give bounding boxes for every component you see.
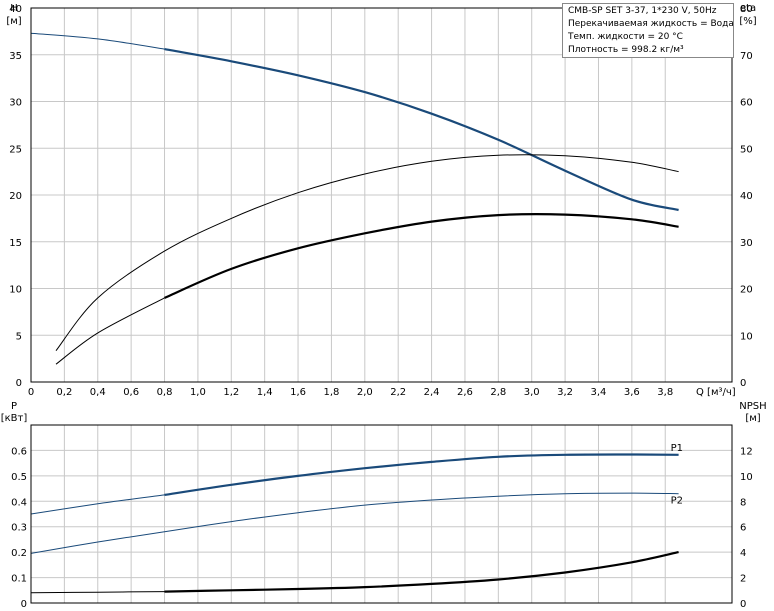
head-curve-bold [164, 48, 679, 212]
p1-curve-label: P1 [671, 443, 683, 454]
x-tick-label: 1,6 [290, 387, 306, 398]
x-tick-label: 2,0 [357, 387, 373, 398]
eta-tick-label: 60 [740, 98, 753, 109]
head-tick-label: 15 [9, 238, 22, 249]
power-axis-label: P [11, 401, 17, 412]
power-tick-label: 0.6 [11, 446, 27, 457]
top-plot-frame [30, 7, 733, 383]
density-info: Плотность = 998.2 кг/м³ [568, 45, 684, 55]
x-tick-label: 2,8 [490, 387, 506, 398]
x-tick-label: 1,4 [257, 387, 273, 398]
p2-curve-label: P2 [671, 496, 683, 507]
eta-tick-label: 0 [740, 378, 746, 389]
npsh-curve-thin [30, 591, 165, 594]
power-tick-label: 0 [21, 599, 27, 610]
eta-tick-label: 30 [740, 238, 753, 249]
eta-axis-unit: [%] [739, 16, 756, 27]
eta-axis-label: eta [740, 3, 756, 14]
x-tick-label: 0 [28, 387, 34, 398]
power-tick-label: 0.5 [11, 472, 27, 483]
x-tick-label: 0,8 [157, 387, 173, 398]
x-tick-label: 3,0 [524, 387, 540, 398]
head-tick-label: 0 [16, 378, 22, 389]
x-tick-label: 1,8 [323, 387, 339, 398]
head-tick-label: 35 [9, 51, 22, 62]
eta-tick-label: 50 [740, 144, 753, 155]
x-tick-label: 3,8 [657, 387, 673, 398]
power-tick-label: 0.1 [11, 574, 27, 585]
p2-curve-thin [30, 492, 679, 554]
p1-curve-bold [164, 453, 679, 496]
npsh-tick-label: 4 [740, 548, 746, 559]
x-tick-label: 0,2 [56, 387, 72, 398]
head-axis-unit: [м] [6, 16, 21, 27]
curve-layer [30, 32, 679, 594]
eta-tick-label: 10 [740, 331, 753, 342]
npsh-tick-label: 2 [740, 574, 746, 585]
x-tick-label: 3,6 [624, 387, 640, 398]
head-tick-label: 30 [9, 98, 22, 109]
head-tick-label: 40 [9, 4, 22, 15]
eta-tick-label: 80 [740, 4, 753, 15]
power-axis-unit: [кВт] [1, 413, 28, 424]
tick-label-layer: 0 0,2 0,4 0,6 0,8 1,0 1,2 1,4 1,6 1,8 2,0 2,2 2,4 2,6… [9, 4, 752, 610]
x-tick-label: 1,0 [190, 387, 206, 398]
power-tick-label: 0.2 [11, 548, 27, 559]
p1-curve-thin [30, 494, 165, 515]
eta-lower-curve-thin [55, 297, 165, 365]
x-tick-label: 2,4 [424, 387, 440, 398]
pump-model: CMB-SP SET 3-37, 1*230 V, 50Hz [568, 6, 717, 16]
npsh-tick-label: 0 [740, 599, 746, 610]
power-tick-label: 0.4 [11, 497, 27, 508]
liquid-info: Перекачиваемая жидкость = Вода [568, 19, 734, 29]
x-tick-label: 3,2 [557, 387, 573, 398]
eta-tick-label: 40 [740, 191, 753, 202]
bottom-plot-frame [30, 424, 733, 604]
eta-lower-curve-bold [164, 213, 679, 299]
npsh-axis-label: NPSH [739, 401, 766, 412]
x-tick-label: 1,2 [223, 387, 239, 398]
head-tick-label: 20 [9, 191, 22, 202]
eta-tick-label: 20 [740, 285, 753, 296]
head-axis-label: H [10, 3, 18, 14]
x-tick-label: 0,4 [90, 387, 106, 398]
head-tick-label: 5 [16, 331, 22, 342]
head-curve-thin [30, 32, 165, 50]
head-tick-label: 25 [9, 144, 22, 155]
npsh-axis-unit: [м] [745, 413, 760, 424]
eta-upper-curve-thin [55, 154, 679, 352]
npsh-tick-label: 12 [740, 446, 753, 457]
head-tick-label: 10 [9, 285, 22, 296]
x-tick-label: 3,4 [591, 387, 607, 398]
power-tick-label: 0.3 [11, 523, 27, 534]
temperature-info: Темп. жидкости = 20 °C [568, 32, 683, 42]
pump-info-box: CMB-SP SET 3-37, 1*230 V, 50Hz Перекачив… [562, 3, 734, 58]
npsh-tick-label: 6 [740, 523, 746, 534]
npsh-curve-bold [164, 551, 679, 593]
x-tick-label: 2,2 [390, 387, 406, 398]
flow-axis-label: Q [м³/ч] [696, 387, 736, 398]
x-tick-label: 0,6 [123, 387, 139, 398]
x-tick-label: 2,6 [457, 387, 473, 398]
npsh-tick-label: 8 [740, 497, 746, 508]
npsh-tick-label: 10 [740, 472, 753, 483]
eta-tick-label: 70 [740, 51, 753, 62]
